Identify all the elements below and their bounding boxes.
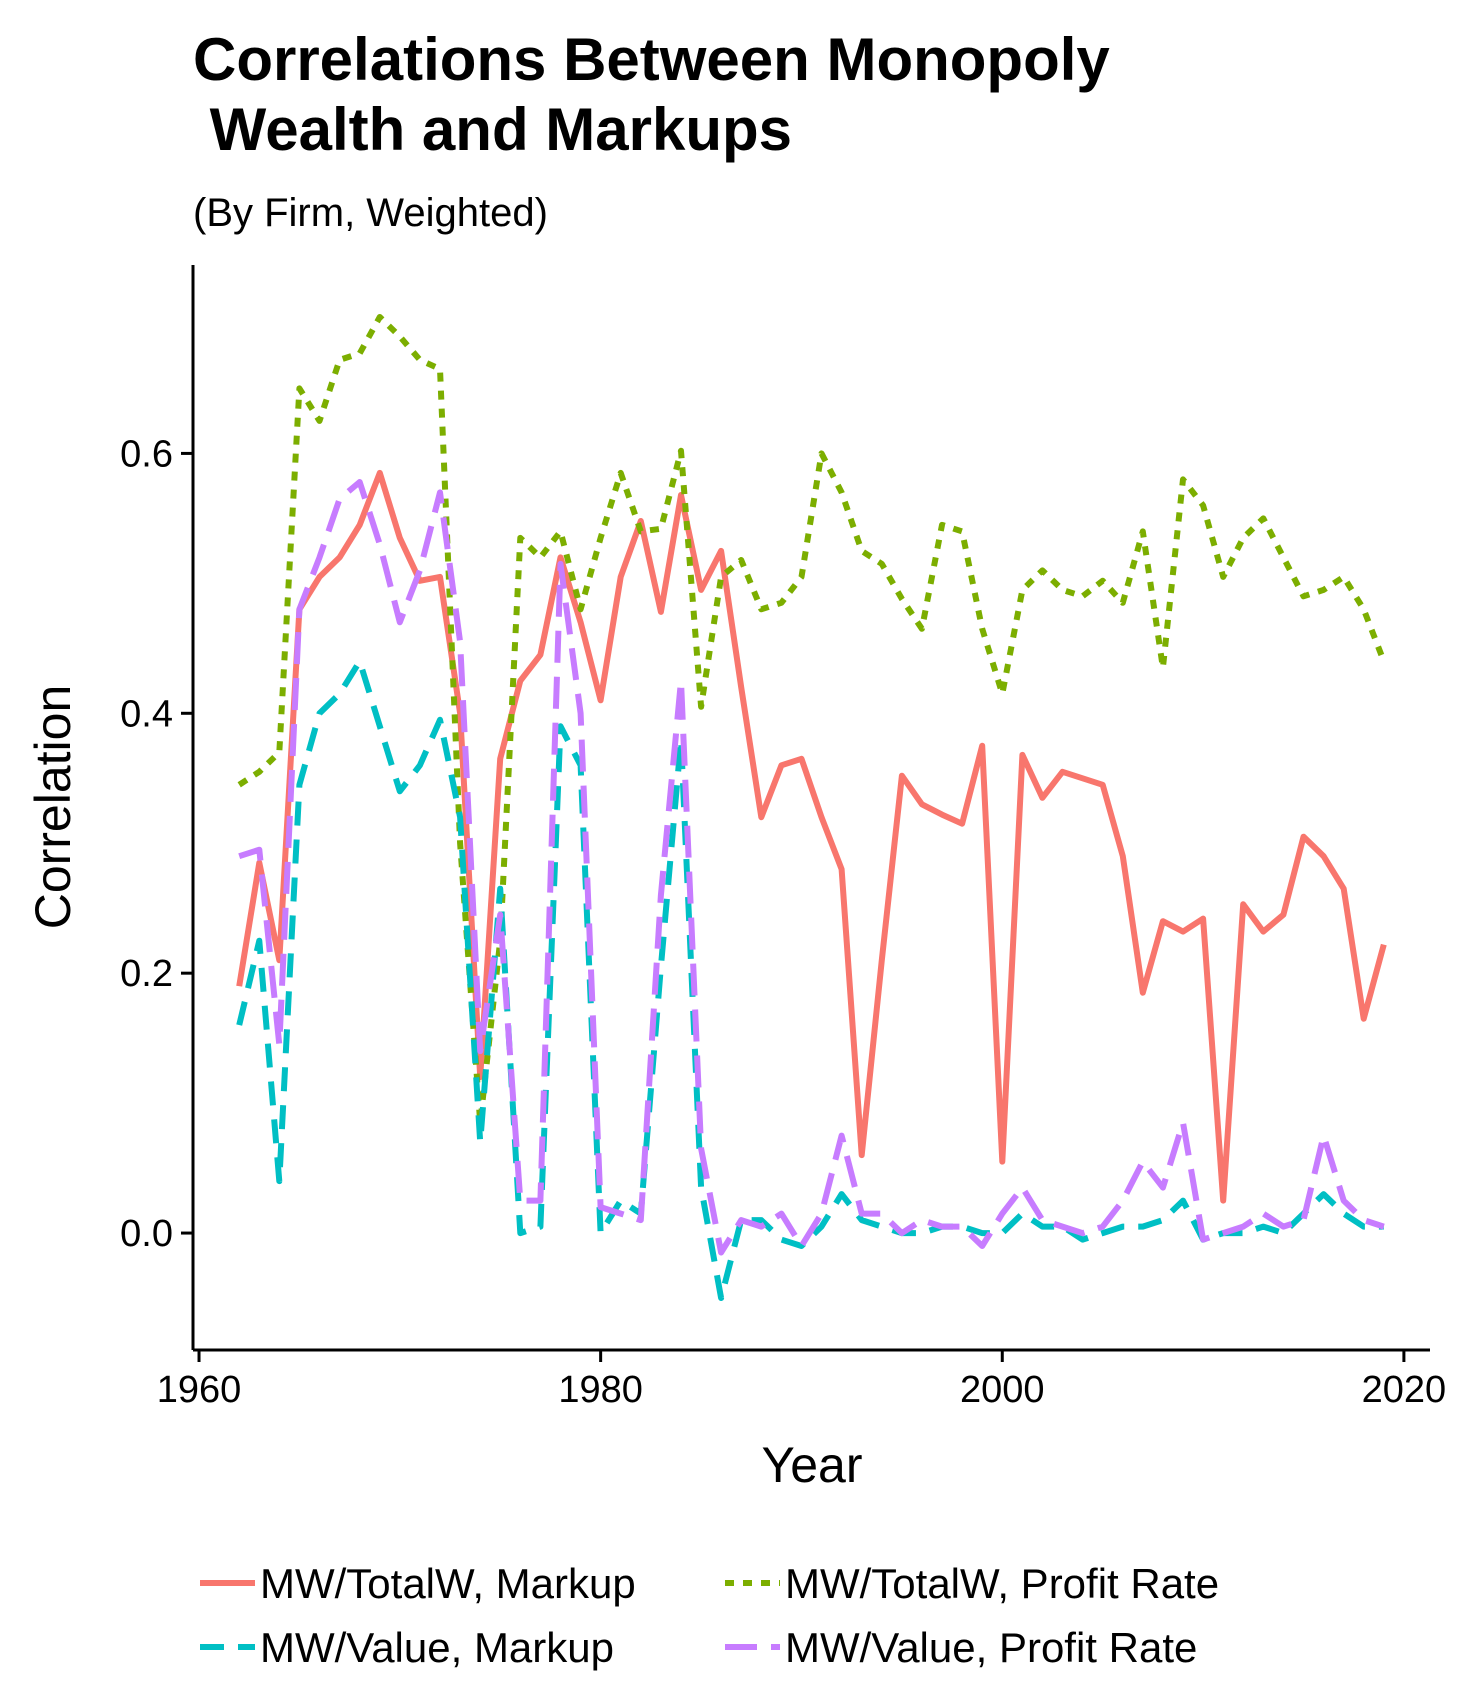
legend-label-3: MW/Value, Markup bbox=[260, 1624, 614, 1671]
legend-label-4: MW/Value, Profit Rate bbox=[785, 1624, 1197, 1671]
x-axis-title: Year bbox=[761, 1437, 862, 1493]
y-tick-label: 0.0 bbox=[120, 1213, 173, 1255]
y-ticks: 0.0 0.2 0.4 0.6 bbox=[120, 433, 193, 1255]
y-axis-title: Correlation bbox=[25, 685, 81, 930]
y-tick-label: 0.2 bbox=[120, 953, 173, 995]
x-tick-label: 1980 bbox=[558, 1369, 643, 1411]
chart-subtitle: (By Firm, Weighted) bbox=[193, 191, 548, 235]
series-layer bbox=[236, 314, 1387, 1301]
chart-title-line1: Correlations Between Monopoly bbox=[193, 26, 1110, 93]
x-tick-label: 2000 bbox=[960, 1369, 1045, 1411]
legend-label-1: MW/TotalW, Markup bbox=[260, 1560, 636, 1607]
legend: MW/TotalW, Markup MW/TotalW, Profit Rate M… bbox=[200, 1560, 1219, 1671]
legend-label-2: MW/TotalW, Profit Rate bbox=[785, 1560, 1219, 1607]
series-line-3 bbox=[236, 658, 1384, 1301]
series-line-2 bbox=[237, 314, 1387, 1126]
series-line-4 bbox=[238, 479, 1385, 1256]
x-tick-label: 1960 bbox=[157, 1369, 242, 1411]
x-tick-label: 2020 bbox=[1362, 1369, 1447, 1411]
chart-title-line2: Wealth and Markups bbox=[193, 96, 792, 163]
y-tick-label: 0.6 bbox=[120, 433, 173, 475]
x-ticks: 1960 1980 2000 2020 bbox=[157, 1350, 1446, 1411]
y-tick-label: 0.4 bbox=[120, 693, 173, 735]
series-line-1 bbox=[236, 469, 1387, 1204]
